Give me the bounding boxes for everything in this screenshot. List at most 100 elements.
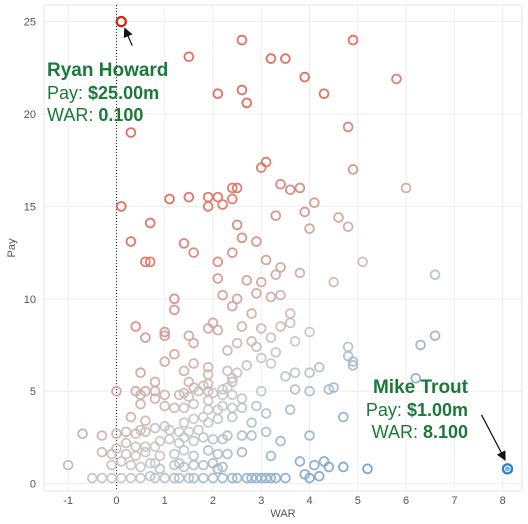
data-point: [227, 193, 238, 205]
x-tick-label: 3: [258, 495, 264, 507]
data-point: [347, 34, 359, 46]
data-point: [212, 324, 224, 336]
data-point: [289, 336, 301, 347]
data-point: [111, 385, 122, 397]
data-point: [227, 300, 238, 312]
data-point: [231, 219, 243, 231]
x-tick-label: -1: [63, 495, 73, 507]
data-point: [265, 291, 277, 303]
data-point: [222, 448, 233, 460]
x-tick-label: 0: [113, 495, 119, 507]
data-point: [154, 463, 166, 475]
data-point: [328, 382, 339, 393]
data-point: [212, 191, 224, 203]
data-point: [202, 201, 214, 212]
data-point: [115, 201, 127, 212]
data-point: [275, 435, 286, 447]
data-point: [294, 267, 306, 279]
data-point: [231, 293, 243, 305]
data-point: [304, 367, 315, 379]
data-point: [294, 182, 306, 194]
data-point: [246, 417, 257, 428]
data-point: [227, 389, 238, 401]
data-point: [328, 276, 339, 288]
annotation-war-row: WAR: 8.100: [355, 421, 468, 443]
annotation-pay-value: $1.00m: [406, 400, 468, 420]
data-point: [323, 384, 335, 395]
data-point: [217, 384, 228, 395]
data-point: [144, 470, 156, 482]
data-point: [135, 367, 146, 379]
data-point: [280, 371, 291, 382]
data-point: [255, 385, 267, 397]
data-point: [178, 445, 190, 456]
data-point: [159, 356, 171, 367]
highlight-point-ryan-howard: [115, 15, 127, 28]
data-point: [391, 73, 402, 85]
x-tick-label: 5: [355, 495, 361, 507]
data-point: [275, 289, 286, 301]
data-point: [304, 472, 315, 484]
data-point: [299, 206, 311, 218]
data-point: [183, 472, 195, 484]
data-point: [193, 385, 204, 397]
annotation-name: Mike Trout: [372, 377, 468, 398]
data-point: [338, 411, 349, 423]
data-point: [304, 385, 315, 397]
data-point: [280, 53, 291, 64]
annotation-war-value: 0.100: [98, 105, 144, 125]
data-point: [212, 273, 224, 284]
data-point: [284, 317, 296, 329]
annotation-pay-label: Pay:: [365, 400, 407, 420]
data-point: [198, 432, 209, 443]
data-point: [227, 182, 238, 194]
data-point: [236, 84, 248, 96]
data-point: [275, 178, 286, 190]
data-point: [178, 461, 190, 473]
data-point: [342, 350, 354, 362]
x-tick-label: 1: [162, 495, 168, 507]
data-point: [342, 121, 354, 133]
x-tick-label: 6: [403, 495, 409, 507]
data-point: [178, 417, 190, 428]
data-point: [140, 415, 151, 427]
plot-frame: [43, 4, 523, 492]
data-point: [246, 430, 257, 441]
data-point: [188, 358, 199, 369]
data-point: [212, 463, 224, 475]
data-point: [265, 53, 277, 64]
x-axis-title: WAR: [270, 508, 295, 520]
data-point: [125, 459, 137, 471]
data-point: [183, 191, 195, 203]
data-point: [217, 289, 228, 301]
data-point: [265, 472, 277, 484]
data-point: [270, 210, 282, 221]
data-point: [207, 317, 219, 329]
data-point: [169, 459, 180, 471]
y-tick-label: 20: [24, 109, 36, 121]
data-point: [188, 337, 199, 349]
data-point: [222, 345, 233, 356]
data-point: [231, 182, 243, 194]
data-point: [270, 269, 282, 281]
annotation-pay-label: Pay:: [47, 83, 89, 103]
data-point: [106, 459, 117, 471]
data-point: [193, 424, 204, 436]
data-point: [178, 432, 190, 443]
data-point: [347, 164, 359, 175]
data-point: [111, 428, 122, 440]
annotation-war-label: WAR:: [47, 105, 99, 125]
y-tick-label: 15: [24, 201, 36, 213]
data-point: [198, 459, 209, 471]
highlight-point-mike-trout-fill: [505, 466, 510, 472]
data-point: [202, 417, 214, 428]
annotation-pay-value: $25.00m: [88, 83, 160, 103]
data-point: [202, 445, 214, 456]
y-tick-label: 25: [24, 17, 36, 29]
data-point: [135, 398, 146, 410]
data-point: [140, 332, 151, 343]
annotation-mike-trout: Mike Trout Pay: $1.00m WAR: 8.100: [355, 377, 468, 443]
y-tick-label: 5: [30, 386, 36, 398]
data-point: [130, 321, 142, 332]
